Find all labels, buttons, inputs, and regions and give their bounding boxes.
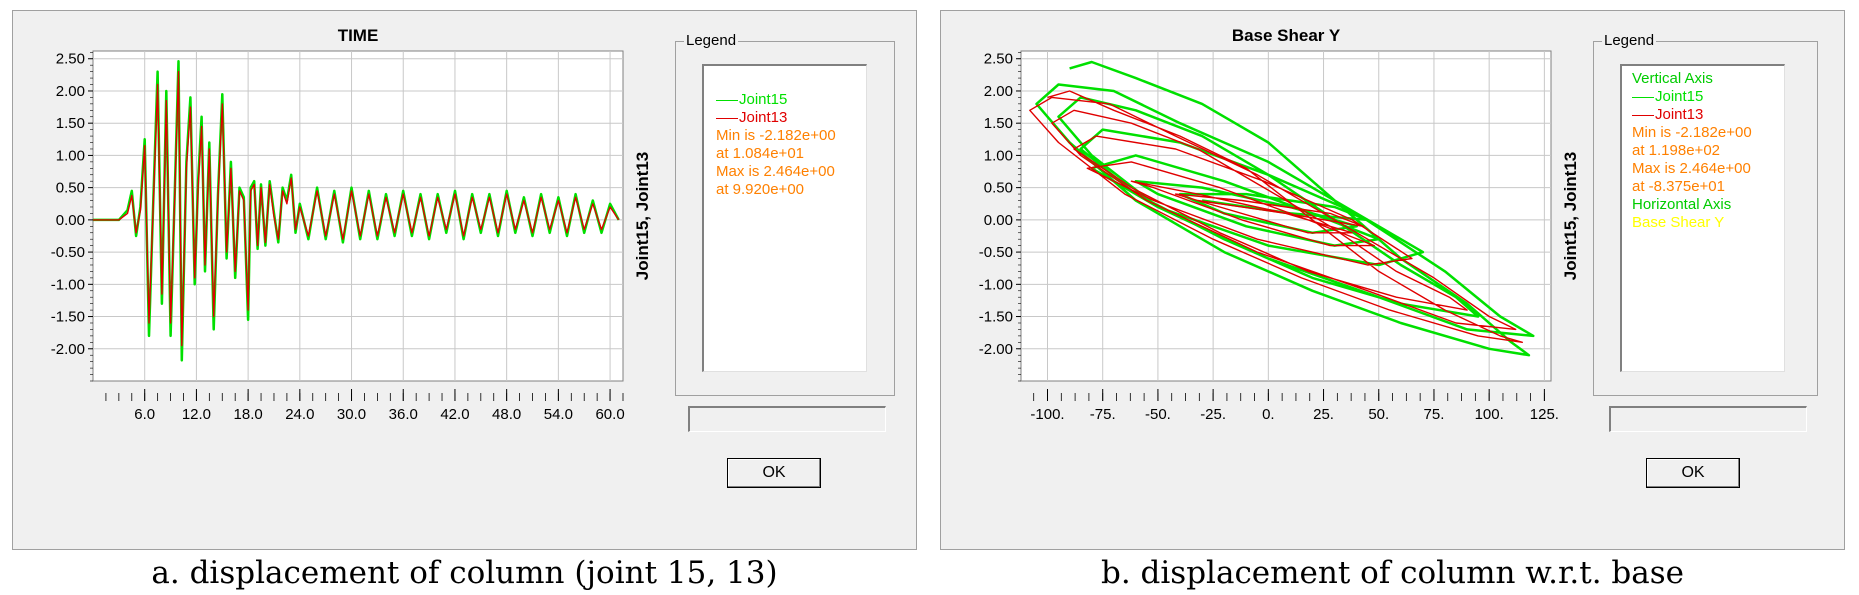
x-tick-label: -100. [1030, 406, 1064, 423]
legend-min-at: at 1.084e+01 [716, 145, 805, 162]
x-tick-label: -25. [1200, 406, 1226, 423]
base-shear-chart: Base Shear Y 2.50 2.00 1.50 1.00 0.50 0.00 -0.5… [979, 26, 1580, 423]
legend-box: Vertical Axis Joint15 Joint13 Min is -2.… [1620, 64, 1785, 372]
caption-b: b. displacement of column w.r.t. base [1100, 555, 1685, 591]
legend-vertical-axis-label: Vertical Axis [1632, 70, 1713, 87]
y-tick-label: -1.00 [51, 276, 85, 293]
time-history-chart: TIME 2.50 2.00 1.50 1.00 0.50 0.00 -0.50 -1.00 -1… [51, 26, 652, 423]
legend-title: Legend [1602, 32, 1657, 49]
plot-area [1020, 50, 1552, 382]
x-tick-label: 30.0 [337, 406, 366, 423]
x-tick-label: -50. [1145, 406, 1171, 423]
legend-entry-joint15: Joint15 [1632, 88, 1784, 106]
x-tick-label: 18.0 [234, 406, 263, 423]
status-field [1609, 406, 1807, 432]
legend-horizontal-axis-label: Horizontal Axis [1632, 196, 1732, 213]
chart-title: Base Shear Y [1232, 26, 1341, 45]
x-tick-label: 36.0 [389, 406, 418, 423]
y-tick-label: 0.50 [56, 180, 85, 197]
legend-entry-joint13: Joint13 [716, 109, 866, 127]
plot-area [92, 50, 624, 382]
y-tick-label: 2.50 [56, 51, 85, 68]
y-tick-label: 1.00 [984, 147, 1013, 164]
x-tick-label: 50. [1368, 406, 1389, 423]
legend-horizontal-axis-value: Base Shear Y [1632, 214, 1725, 231]
y-tick-label: 2.00 [984, 83, 1013, 100]
y-axis-label: Joint15, Joint13 [633, 152, 652, 280]
legend-min-value: Min is -2.182e+00 [1632, 124, 1752, 141]
x-tick-label: 6.0 [134, 406, 155, 423]
legend-min-at: at 1.198e+02 [1632, 142, 1721, 159]
x-tick-label: 24.0 [285, 406, 314, 423]
y-tick-label: 0.50 [984, 180, 1013, 197]
y-tick-label: -0.50 [979, 244, 1013, 261]
x-tick-label: 75. [1424, 406, 1445, 423]
x-tick-label: -75. [1090, 406, 1116, 423]
legend-max-value: Max is 2.464e+00 [716, 163, 835, 180]
x-tick-label: 100. [1475, 406, 1504, 423]
x-tick-label: 60.0 [595, 406, 624, 423]
y-tick-label: -1.50 [979, 309, 1013, 326]
y-tick-label: 0.00 [984, 212, 1013, 229]
legend-min-value: Min is -2.182e+00 [716, 127, 836, 144]
x-tick-label: 125. [1530, 406, 1559, 423]
time-history-window: TIME 2.50 2.00 1.50 1.00 0.50 0.00 -0.50 -1.00 -1… [12, 10, 917, 550]
status-field [688, 406, 886, 432]
y-tick-label: -2.00 [979, 341, 1013, 358]
y-tick-label: 1.50 [984, 115, 1013, 132]
caption-a: a. displacement of column (joint 15, 13) [151, 555, 778, 591]
legend-max-value: Max is 2.464e+00 [1632, 160, 1751, 177]
y-tick-label: -1.50 [51, 309, 85, 326]
y-tick-label: -2.00 [51, 341, 85, 358]
legend-group: Legend Vertical Axis Joint15 Joint13 Min… [1593, 32, 1818, 396]
x-tick-label: 48.0 [492, 406, 521, 423]
ok-button[interactable]: OK [727, 458, 821, 488]
base-shear-window: Base Shear Y 2.50 2.00 1.50 1.00 0.50 0.00 -0.5… [940, 10, 1845, 550]
legend-max-at: at -8.375e+01 [1632, 178, 1725, 195]
legend-title: Legend [684, 32, 739, 49]
legend-max-at: at 9.920e+00 [716, 181, 805, 198]
x-tick-label: 25. [1313, 406, 1334, 423]
legend-entry-joint13: Joint13 [1632, 106, 1784, 124]
y-tick-label: 2.00 [56, 83, 85, 100]
series-joint13 [1029, 90, 1523, 343]
x-tick-label: 42.0 [440, 406, 469, 423]
y-tick-label: 1.50 [56, 115, 85, 132]
x-tick-label: 54.0 [544, 406, 573, 423]
y-tick-label: -1.00 [979, 276, 1013, 293]
legend-entry-joint15: Joint15 [716, 91, 866, 109]
y-tick-label: -0.50 [51, 244, 85, 261]
y-axis-label: Joint15, Joint13 [1561, 152, 1580, 280]
x-tick-label: 0. [1262, 406, 1275, 423]
legend-group: Legend Joint15 Joint13 Min is -2.182e+00… [675, 32, 895, 396]
legend-box: Joint15 Joint13 Min is -2.182e+00 at 1.0… [702, 64, 867, 372]
chart-title: TIME [338, 26, 379, 45]
ok-button[interactable]: OK [1646, 458, 1740, 488]
y-tick-label: 2.50 [984, 51, 1013, 68]
y-tick-label: 0.00 [56, 212, 85, 229]
y-tick-label: 1.00 [56, 147, 85, 164]
x-tick-label: 12.0 [182, 406, 211, 423]
series-joint13 [93, 70, 620, 347]
